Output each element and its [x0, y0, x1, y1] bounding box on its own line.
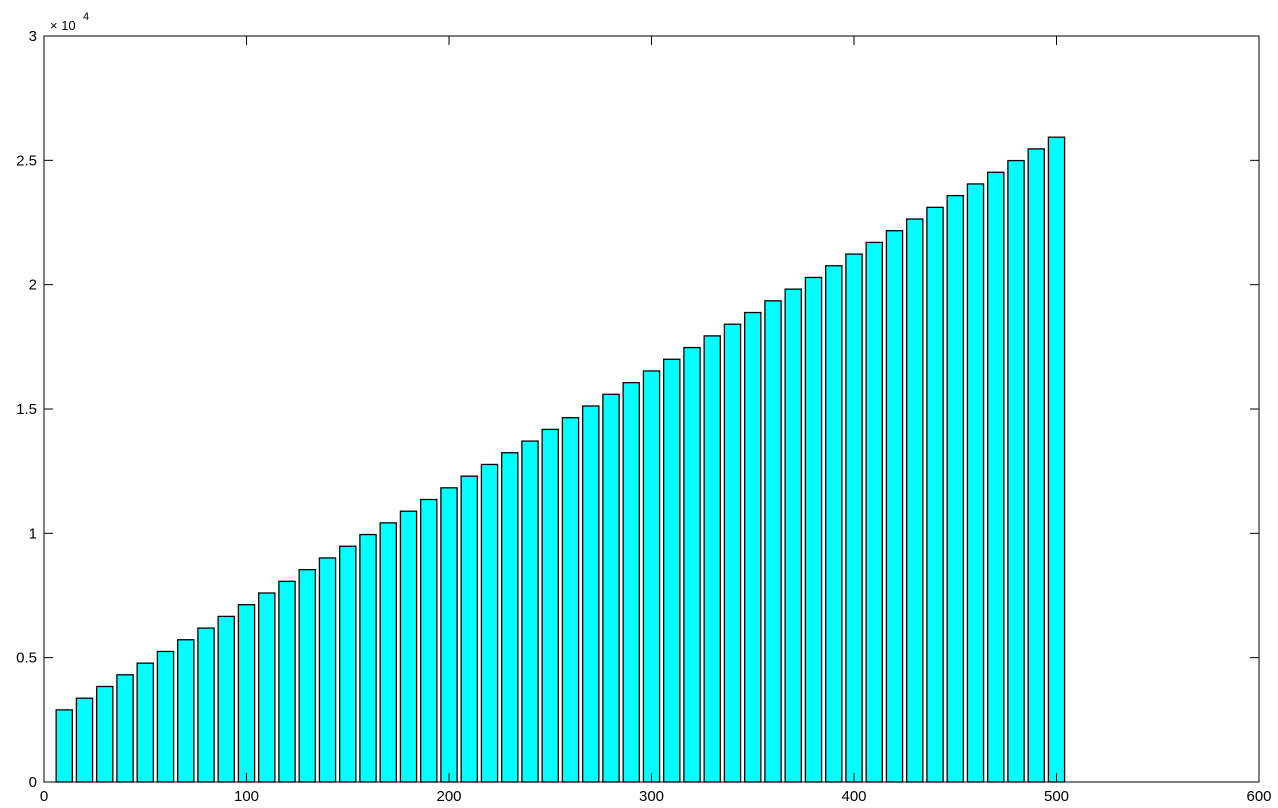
bar — [1047, 136, 1066, 783]
bar — [176, 639, 195, 783]
y-tick-label: 2 — [29, 277, 37, 294]
y-tick-label: 1 — [29, 525, 37, 542]
bar — [946, 194, 965, 783]
bars-group — [55, 136, 1066, 783]
y-tick-label: 2.5 — [16, 152, 37, 169]
bar — [379, 522, 397, 783]
bar — [602, 393, 620, 783]
x-tick-label: 0 — [40, 788, 48, 805]
y-tick-label: 1.5 — [16, 401, 37, 418]
bar — [217, 615, 235, 783]
x-tick-label: 500 — [1044, 788, 1069, 805]
bar — [723, 323, 742, 783]
bar — [561, 417, 580, 783]
y-exponent-label: × 10 — [50, 18, 76, 33]
bar — [865, 241, 884, 783]
bar — [966, 183, 985, 783]
bar — [500, 452, 519, 783]
bar — [399, 510, 418, 783]
x-tick-label: 400 — [841, 788, 866, 805]
bar — [156, 650, 175, 783]
x-tick-label: 100 — [234, 788, 259, 805]
bar — [541, 428, 560, 783]
y-tick-labels: 0 0.5 1 1.5 2 2.5 3 — [16, 28, 37, 791]
bar — [885, 230, 904, 783]
bar — [683, 346, 701, 783]
bar — [987, 171, 1005, 783]
bar — [359, 533, 377, 783]
bar — [480, 463, 499, 783]
x-tick-labels: 0 100 200 300 400 500 600 — [40, 788, 1272, 805]
bar — [703, 335, 722, 783]
bar — [926, 206, 944, 783]
bar — [663, 358, 681, 783]
bar — [257, 592, 276, 783]
bar — [237, 604, 256, 783]
bar — [55, 709, 74, 783]
y-exponent-power: 4 — [83, 11, 89, 23]
bar — [582, 405, 600, 783]
bar — [197, 627, 215, 783]
bar — [419, 498, 438, 783]
bar — [764, 300, 782, 783]
x-tick-label: 300 — [639, 788, 664, 805]
y-tick-label: 3 — [29, 28, 37, 45]
y-tick-label: 0 — [29, 774, 37, 791]
bar — [642, 370, 661, 783]
bar — [136, 662, 154, 783]
bar — [845, 253, 863, 783]
bar — [784, 288, 803, 783]
bar — [440, 487, 458, 783]
bar — [622, 381, 641, 783]
bar — [804, 276, 823, 783]
bar — [1027, 148, 1046, 783]
bar — [318, 557, 337, 783]
bar — [298, 568, 316, 783]
bar — [521, 440, 539, 783]
bar — [460, 475, 478, 783]
y-tick-label: 0.5 — [16, 650, 37, 667]
bar — [75, 697, 94, 783]
bar — [278, 580, 296, 783]
x-tick-label: 200 — [436, 788, 461, 805]
bar — [744, 311, 762, 783]
bar — [116, 674, 134, 783]
x-tick-label: 600 — [1246, 788, 1271, 805]
bar — [825, 265, 843, 783]
bar — [338, 545, 357, 783]
bar — [906, 218, 924, 783]
axes-frame — [43, 35, 1260, 783]
bar — [96, 685, 114, 783]
bar — [1007, 159, 1025, 783]
